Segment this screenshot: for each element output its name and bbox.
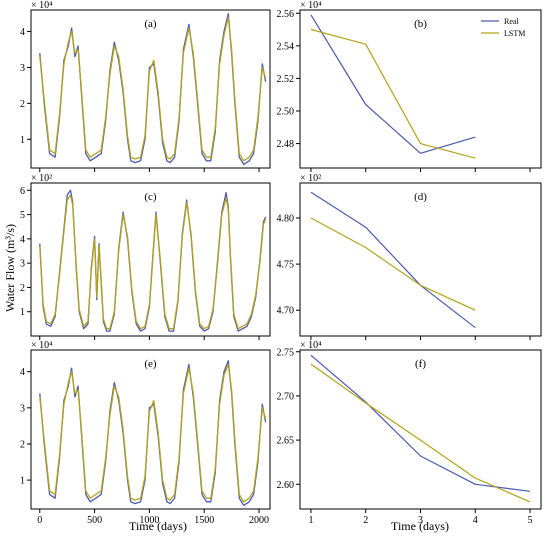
axes-frame-e: [30, 349, 271, 510]
xtick-label-f: 4: [473, 515, 478, 526]
scale-label-f: × 10⁴: [300, 340, 322, 351]
axes-frame-d: [299, 182, 542, 337]
series-line-lstm-b: [310, 28, 476, 159]
xtick-label-e: 0: [37, 515, 42, 526]
panel-d: 4.70 4.75 4.80 × 10² (d): [277, 173, 542, 340]
scale-label-b: × 10⁴: [300, 0, 322, 11]
xlabel-right: Time (days): [391, 519, 449, 533]
ytick-label-b: 2.56: [277, 9, 295, 20]
panel-label-e: (e): [144, 358, 157, 370]
ytick-label-f: 2.65: [277, 436, 295, 447]
ytick-label-f: 2.70: [277, 391, 295, 402]
panel-label-c: (c): [144, 191, 157, 203]
figure-ylabel: Water Flow (m³/s): [3, 224, 17, 312]
xtick-label-e: 1500: [194, 515, 214, 526]
xtick-label-f: 3: [418, 515, 423, 526]
ytick-label-b: 2.48: [277, 139, 295, 150]
xtick-label-f: 2: [363, 515, 368, 526]
ytick-label-d: 4.80: [277, 214, 295, 225]
ytick-label-f: 2.60: [277, 480, 295, 491]
ytick-label-b: 2.52: [277, 74, 295, 85]
scale-label-e: × 10⁴: [31, 340, 53, 351]
ytick-label-e: 1: [20, 476, 25, 487]
scale-label-a: × 10⁴: [31, 0, 53, 11]
ytick-label-a: 1: [20, 135, 25, 146]
ytick-label-a: 3: [20, 63, 25, 74]
series-line-real-b: [310, 14, 476, 154]
series-line-lstm-c: [39, 194, 267, 330]
series-line-real-a: [39, 12, 267, 166]
axes-frame-c: [30, 182, 271, 337]
panel-c: 1 2 3 4 5 6 × 10² (c): [20, 173, 271, 340]
ytick-label-c: 4: [20, 234, 25, 245]
ytick-label-b: 2.50: [277, 106, 295, 117]
xtick-label-f: 5: [528, 515, 533, 526]
panel-label-f: (f): [415, 358, 426, 370]
ytick-label-e: 2: [20, 439, 25, 450]
panel-a: 1 2 3 4 × 10⁴ (a): [20, 0, 271, 172]
ytick-label-a: 4: [20, 27, 25, 38]
series-line-lstm-f: [310, 363, 531, 503]
series-line-lstm-d: [310, 217, 476, 311]
xtick-label-e: 1000: [139, 515, 159, 526]
panel-f: 2.60 2.65 2.70 2.75 1 2 3 4 5 × 10⁴ (f): [277, 340, 542, 526]
legend-label-lstm: LSTM: [504, 29, 525, 38]
ytick-label-c: 3: [20, 259, 25, 270]
series-line-real-d: [310, 191, 476, 329]
ytick-label-c: 2: [20, 283, 25, 294]
axes-frame-f: [299, 349, 542, 510]
xtick-label-e: 2000: [249, 515, 269, 526]
ytick-label-c: 6: [20, 186, 25, 197]
scale-label-c: × 10²: [31, 173, 52, 184]
ytick-label-b: 2.54: [277, 41, 295, 52]
ytick-label-a: 2: [20, 99, 25, 110]
ytick-label-e: 4: [20, 367, 25, 378]
axes-frame-a: [30, 9, 271, 169]
ytick-label-d: 4.70: [277, 306, 295, 317]
series-line-lstm-a: [39, 16, 267, 162]
panel-label-d: (d): [414, 191, 427, 203]
xtick-label-f: 1: [308, 515, 313, 526]
xlabel-left: Time (days): [129, 519, 187, 533]
scale-label-d: × 10²: [300, 173, 321, 184]
xtick-label-e: 500: [87, 515, 102, 526]
panel-label-b: (b): [414, 18, 427, 30]
ytick-label-f: 2.75: [277, 347, 295, 358]
series-line-real-f: [310, 354, 531, 492]
series-line-lstm-e: [39, 363, 267, 503]
ytick-label-c: 5: [20, 210, 25, 221]
legend-label-real: Real: [504, 17, 519, 26]
ytick-label-c: 1: [20, 307, 25, 318]
panel-e: 1 2 3 4 0 500 1000 1500 2000 × 10⁴ (e): [20, 340, 271, 526]
panel-b: 2.48 2.50 2.52 2.54 2.56 × 10⁴ (b) Real LSTM: [277, 0, 542, 172]
panel-label-a: (a): [144, 18, 157, 30]
ytick-label-e: 3: [20, 403, 25, 414]
ytick-label-d: 4.75: [277, 260, 295, 271]
